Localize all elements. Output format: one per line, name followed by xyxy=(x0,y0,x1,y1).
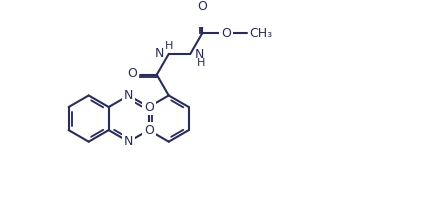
Text: N: N xyxy=(155,46,165,59)
Text: N: N xyxy=(195,48,204,61)
Text: O: O xyxy=(198,0,207,13)
Text: N: N xyxy=(124,89,133,102)
Text: CH₃: CH₃ xyxy=(249,27,272,40)
Text: H: H xyxy=(196,58,205,68)
Text: O: O xyxy=(144,100,154,113)
Text: O: O xyxy=(221,27,231,40)
Text: H: H xyxy=(165,41,173,50)
Text: O: O xyxy=(144,124,154,137)
Text: O: O xyxy=(127,67,137,80)
Text: N: N xyxy=(124,135,133,148)
